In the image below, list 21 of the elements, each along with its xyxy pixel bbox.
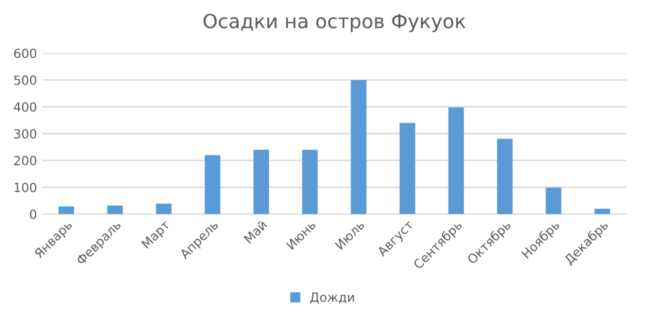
y-tick-label: 100 xyxy=(14,182,36,192)
bar xyxy=(58,206,74,214)
bar xyxy=(253,150,270,214)
y-tick-label: 0 xyxy=(30,210,36,220)
y-tick-label: 200 xyxy=(14,156,36,166)
bar xyxy=(107,206,123,214)
y-tick-label: 600 xyxy=(14,48,36,58)
legend-label: Дожди xyxy=(310,292,354,304)
bar xyxy=(350,80,366,214)
bar xyxy=(594,208,610,214)
bar xyxy=(156,204,172,214)
bar xyxy=(204,155,220,214)
bar xyxy=(497,138,513,214)
bar xyxy=(546,188,562,214)
y-tick-label: 300 xyxy=(14,129,36,139)
bar xyxy=(448,107,464,214)
chart-title: Осадки на остров Фукуок xyxy=(204,14,466,32)
y-tick-label: 500 xyxy=(14,75,36,85)
bar xyxy=(400,122,416,214)
bar xyxy=(302,150,318,214)
y-tick-label: 400 xyxy=(14,102,36,112)
